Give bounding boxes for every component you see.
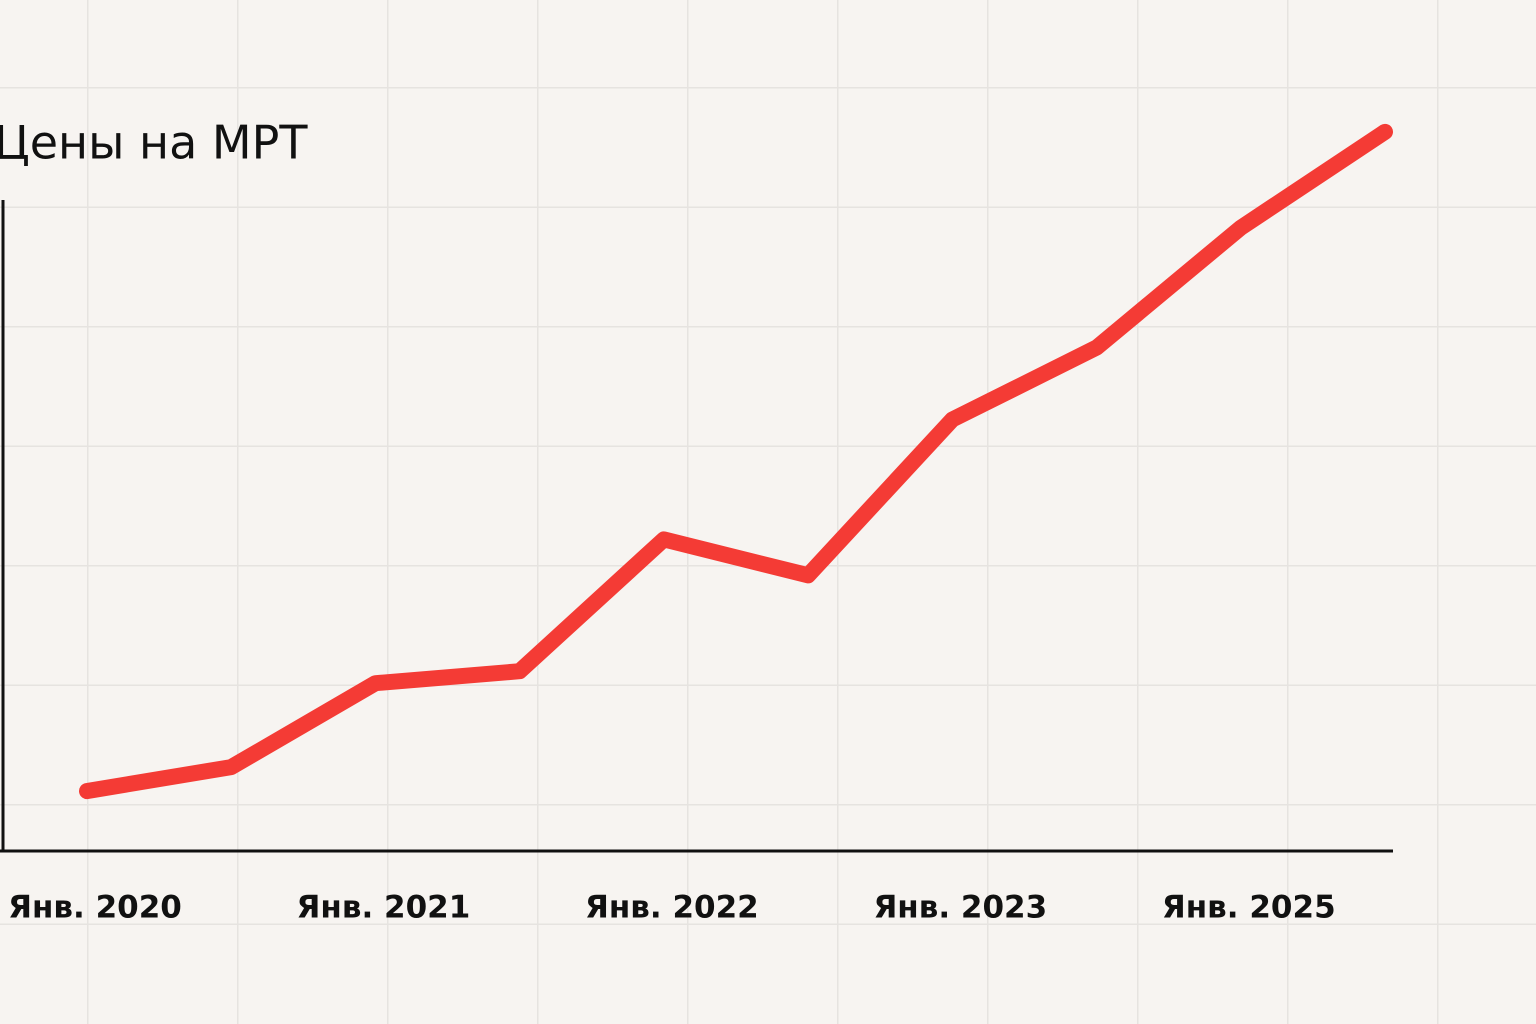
x-tick-label: Янв. 2025 xyxy=(1162,890,1336,926)
data-line xyxy=(79,123,1393,800)
x-tick-label: Янв. 2023 xyxy=(873,890,1047,926)
x-tick-label: Янв. 2020 xyxy=(8,890,182,926)
x-tick-label: Янв. 2022 xyxy=(585,890,759,926)
x-tick-label: Янв. 2021 xyxy=(297,890,471,926)
chart-title: Цены на МРТ xyxy=(0,116,308,170)
